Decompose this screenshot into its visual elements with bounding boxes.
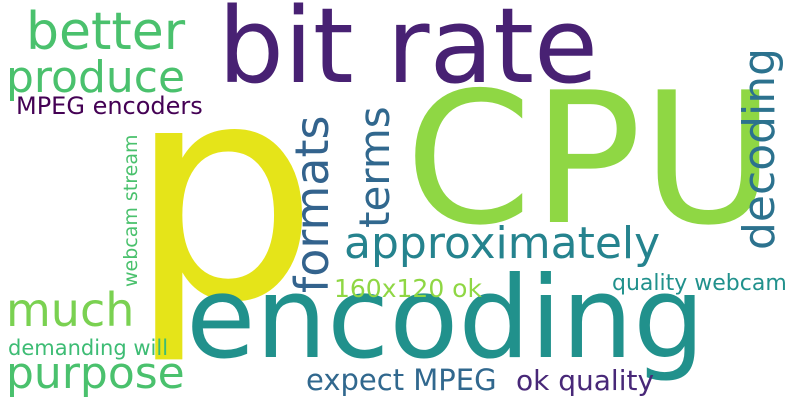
word-much: much — [6, 283, 135, 337]
word-encoding: encoding — [186, 252, 705, 384]
word-purpose: purpose — [6, 348, 185, 399]
word-ok-quality: ok quality — [516, 364, 655, 397]
word-cpu: CPU — [405, 53, 776, 265]
word-better: better — [26, 2, 186, 62]
word-webcam-stream: webcam stream — [120, 134, 142, 287]
word-decoding: decoding — [734, 47, 785, 250]
word-produce: produce — [6, 52, 186, 103]
word-terms: terms — [350, 106, 399, 228]
word-approximately: approximately — [344, 218, 661, 269]
word-resolution: 160x120 ok — [334, 274, 482, 303]
word-mpeg-encoders: MPEG encoders — [16, 92, 203, 120]
word-quality-webcam: quality webcam — [612, 271, 787, 296]
word-bit-rate: bit rate — [218, 0, 598, 107]
word-formats: formats — [285, 115, 339, 293]
word-demanding-will: demanding will — [8, 336, 169, 360]
word-p: p — [128, 19, 319, 368]
word-expect-mpeg: expect MPEG — [306, 363, 497, 397]
